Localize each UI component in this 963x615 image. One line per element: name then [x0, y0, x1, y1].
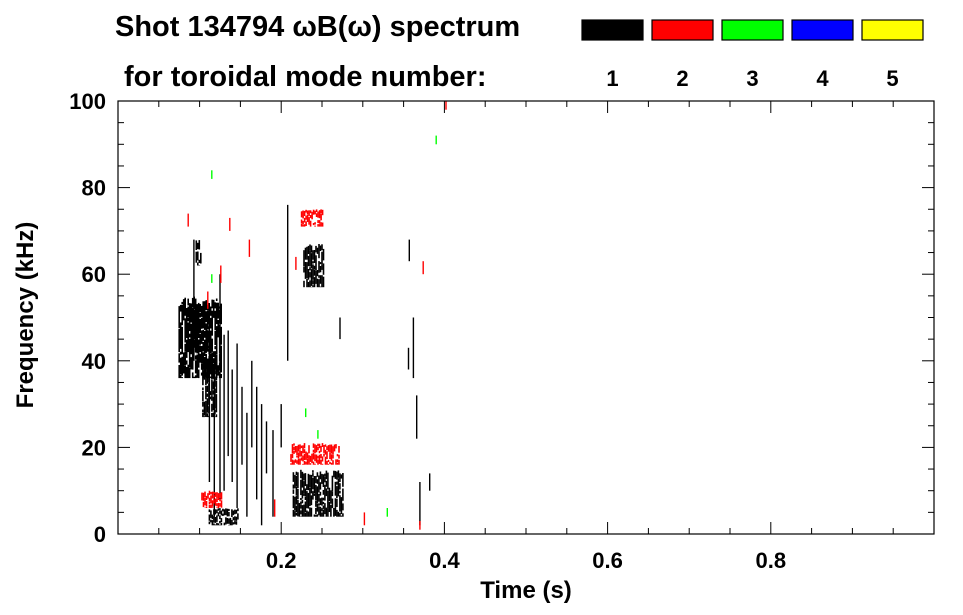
mode-1-region — [202, 361, 218, 418]
mode-2-region — [201, 490, 223, 508]
y-tick-label: 100 — [69, 89, 106, 114]
y-tick-label: 20 — [82, 435, 106, 460]
legend-swatch-mode-3 — [721, 19, 784, 41]
x-tick-label: 0.2 — [266, 548, 297, 573]
legend: 1 2 3 4 5 — [581, 19, 924, 91]
legend-swatch-mode-5 — [861, 19, 924, 41]
legend-label-mode-3: 3 — [746, 66, 758, 91]
mode-2-region — [290, 443, 340, 465]
legend-swatch-mode-2 — [651, 19, 714, 41]
legend-label-mode-1: 1 — [606, 66, 618, 91]
legend-swatch-mode-1 — [581, 19, 644, 41]
y-tick-label: 0 — [94, 522, 106, 547]
series-mode-2 — [187, 101, 447, 530]
y-tick-label: 80 — [82, 176, 106, 201]
x-tick-label: 0.8 — [756, 548, 787, 573]
plot-area: 0.2 0.4 0.6 0.8 0 20 40 60 80 100 — [69, 89, 935, 573]
plot-frame — [117, 100, 935, 535]
y-tick-label: 60 — [82, 262, 106, 287]
series-mode-1 — [178, 204, 431, 526]
legend-label-mode-5: 5 — [886, 66, 898, 91]
chart-title: Shot 134794 ωB(ω) spectrum — [115, 11, 520, 43]
mode-1-region — [195, 240, 202, 266]
y-axis-label: Frequency (kHz) — [12, 222, 39, 409]
x-axis-label: Time (s) — [480, 577, 572, 604]
spectrum-marks — [178, 101, 447, 530]
x-tick-label: 0.6 — [592, 548, 623, 573]
legend-label-mode-4: 4 — [816, 66, 829, 91]
axes: 0.2 0.4 0.6 0.8 0 20 40 60 80 100 — [69, 89, 934, 573]
x-tick-label: 0.4 — [429, 548, 460, 573]
mode-1-region — [303, 244, 325, 288]
legend-title: for toroidal mode number: — [124, 61, 487, 93]
mode-1-region — [292, 469, 344, 517]
mode-2-region — [300, 209, 324, 227]
legend-swatch-mode-4 — [791, 19, 854, 41]
y-tick-label: 40 — [82, 349, 106, 374]
legend-label-mode-2: 2 — [676, 66, 688, 91]
series-mode-3 — [211, 135, 437, 517]
